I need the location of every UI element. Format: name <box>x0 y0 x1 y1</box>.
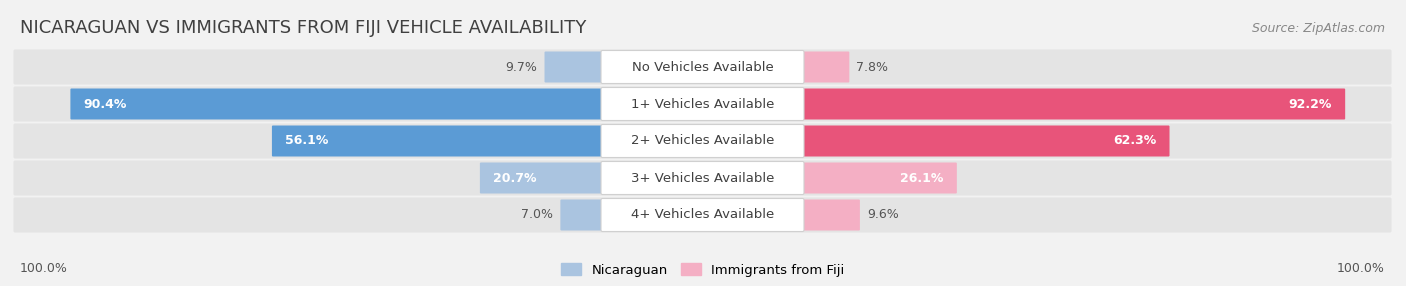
Text: NICARAGUAN VS IMMIGRANTS FROM FIJI VEHICLE AVAILABILITY: NICARAGUAN VS IMMIGRANTS FROM FIJI VEHIC… <box>20 19 586 37</box>
FancyBboxPatch shape <box>544 51 603 82</box>
FancyBboxPatch shape <box>600 88 804 120</box>
Text: 26.1%: 26.1% <box>900 172 943 184</box>
FancyBboxPatch shape <box>479 162 603 194</box>
Text: 56.1%: 56.1% <box>285 134 328 148</box>
Text: 90.4%: 90.4% <box>83 98 127 110</box>
FancyBboxPatch shape <box>600 124 804 158</box>
Text: 2+ Vehicles Available: 2+ Vehicles Available <box>631 134 775 148</box>
FancyBboxPatch shape <box>600 51 804 84</box>
Text: 1+ Vehicles Available: 1+ Vehicles Available <box>631 98 775 110</box>
Text: 9.6%: 9.6% <box>868 208 898 221</box>
FancyBboxPatch shape <box>14 49 1392 84</box>
Text: 9.7%: 9.7% <box>506 61 537 74</box>
FancyBboxPatch shape <box>801 51 849 82</box>
FancyBboxPatch shape <box>600 162 804 194</box>
Text: 7.8%: 7.8% <box>856 61 889 74</box>
FancyBboxPatch shape <box>600 198 804 231</box>
Text: 100.0%: 100.0% <box>1337 261 1385 275</box>
Text: 62.3%: 62.3% <box>1114 134 1157 148</box>
FancyBboxPatch shape <box>14 198 1392 233</box>
FancyBboxPatch shape <box>14 160 1392 196</box>
Legend: Nicaraguan, Immigrants from Fiji: Nicaraguan, Immigrants from Fiji <box>561 263 845 277</box>
FancyBboxPatch shape <box>801 126 1170 156</box>
Text: No Vehicles Available: No Vehicles Available <box>631 61 773 74</box>
Text: 92.2%: 92.2% <box>1289 98 1331 110</box>
FancyBboxPatch shape <box>14 86 1392 122</box>
Text: 7.0%: 7.0% <box>522 208 554 221</box>
FancyBboxPatch shape <box>14 124 1392 158</box>
Text: 100.0%: 100.0% <box>20 261 67 275</box>
FancyBboxPatch shape <box>801 200 860 231</box>
Text: 4+ Vehicles Available: 4+ Vehicles Available <box>631 208 775 221</box>
Text: 3+ Vehicles Available: 3+ Vehicles Available <box>631 172 775 184</box>
Text: 20.7%: 20.7% <box>494 172 536 184</box>
Text: Source: ZipAtlas.com: Source: ZipAtlas.com <box>1251 21 1385 35</box>
FancyBboxPatch shape <box>561 200 603 231</box>
FancyBboxPatch shape <box>271 126 603 156</box>
FancyBboxPatch shape <box>801 162 957 194</box>
FancyBboxPatch shape <box>801 88 1346 120</box>
FancyBboxPatch shape <box>70 88 603 120</box>
